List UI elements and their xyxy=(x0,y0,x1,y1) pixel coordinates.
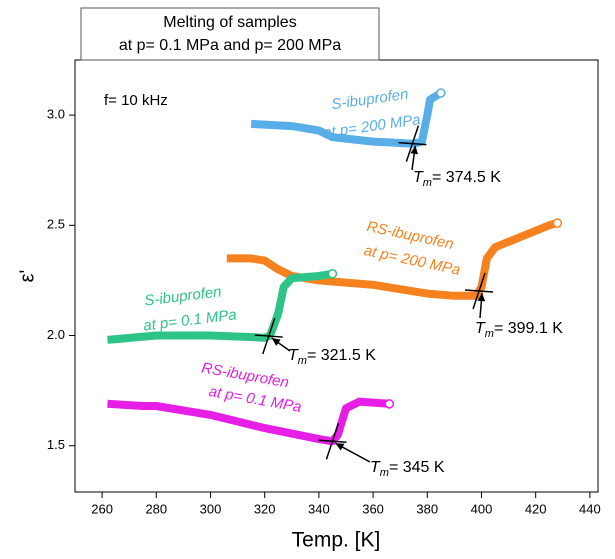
x-axis-label: Temp. [K] xyxy=(292,529,381,552)
y-tick-label: 2.0 xyxy=(47,327,65,342)
end-marker xyxy=(552,218,563,228)
tm-subscript: m xyxy=(485,328,494,340)
series-line xyxy=(226,219,559,300)
end-marker xyxy=(384,399,395,409)
x-tick-label: 280 xyxy=(145,501,167,516)
tm-symbol: T xyxy=(288,347,299,364)
x-tick-label: 440 xyxy=(579,501,601,516)
tm-value: = 374.5 K xyxy=(432,169,501,186)
tm-arrowhead xyxy=(477,292,486,302)
series-pressure: at p= 0.1 MPa xyxy=(207,383,302,416)
y-tick-label: 1.5 xyxy=(47,437,65,452)
series-line xyxy=(107,269,334,344)
tm-cross xyxy=(464,289,494,293)
frequency-annotation: f= 10 kHz xyxy=(104,92,168,109)
tm-arrowhead xyxy=(335,443,345,451)
end-marker xyxy=(327,269,338,279)
tm-subscript: m xyxy=(298,355,307,367)
tm-cross xyxy=(398,141,427,146)
tm-arrowhead xyxy=(410,145,419,155)
tm-value: = 399.1 K xyxy=(494,320,563,337)
tm-label: Tm= 374.5 K xyxy=(413,169,501,189)
tm-label: Tm= 321.5 K xyxy=(288,347,376,367)
series-pressure: at p= 0.1 MPa xyxy=(142,306,237,334)
y-tick-label: 2.5 xyxy=(47,217,65,232)
series-name: S-ibuprofen xyxy=(143,283,222,309)
y-tick-label: 3.0 xyxy=(47,107,65,122)
tm-subscript: m xyxy=(380,467,389,479)
tm-symbol: T xyxy=(475,320,486,337)
x-tick-label: 400 xyxy=(471,501,493,516)
x-tick-label: 420 xyxy=(525,501,547,516)
x-tick-label: 340 xyxy=(308,501,330,516)
title-line: at p= 0.1 MPa and p= 200 MPa xyxy=(119,37,341,54)
title-box xyxy=(80,7,380,61)
y-axis-label: ε' xyxy=(16,270,38,283)
x-tick-label: 320 xyxy=(254,501,276,516)
tm-label: Tm= 399.1 K xyxy=(475,320,563,340)
tm-subscript: m xyxy=(423,177,432,189)
tm-symbol: T xyxy=(370,459,381,476)
tm-cross xyxy=(254,334,283,338)
title-line: Melting of samples xyxy=(163,14,296,31)
series-name: S-ibuprofen xyxy=(330,86,409,114)
tm-value: = 345 K xyxy=(389,459,445,476)
tm-label: Tm= 345 K xyxy=(370,459,445,479)
end-marker xyxy=(436,88,446,98)
x-tick-label: 380 xyxy=(416,501,438,516)
series-line xyxy=(107,397,390,446)
tm-arrowhead xyxy=(271,338,281,346)
x-tick-label: 360 xyxy=(362,501,384,516)
tm-symbol: T xyxy=(413,169,424,186)
series-pressure: at p= 200 MPa xyxy=(322,111,421,141)
x-tick-label: 260 xyxy=(91,501,113,516)
x-tick-label: 300 xyxy=(200,501,222,516)
series-line xyxy=(250,89,443,148)
tm-value: = 321.5 K xyxy=(307,347,376,364)
tm-cross xyxy=(318,439,347,444)
